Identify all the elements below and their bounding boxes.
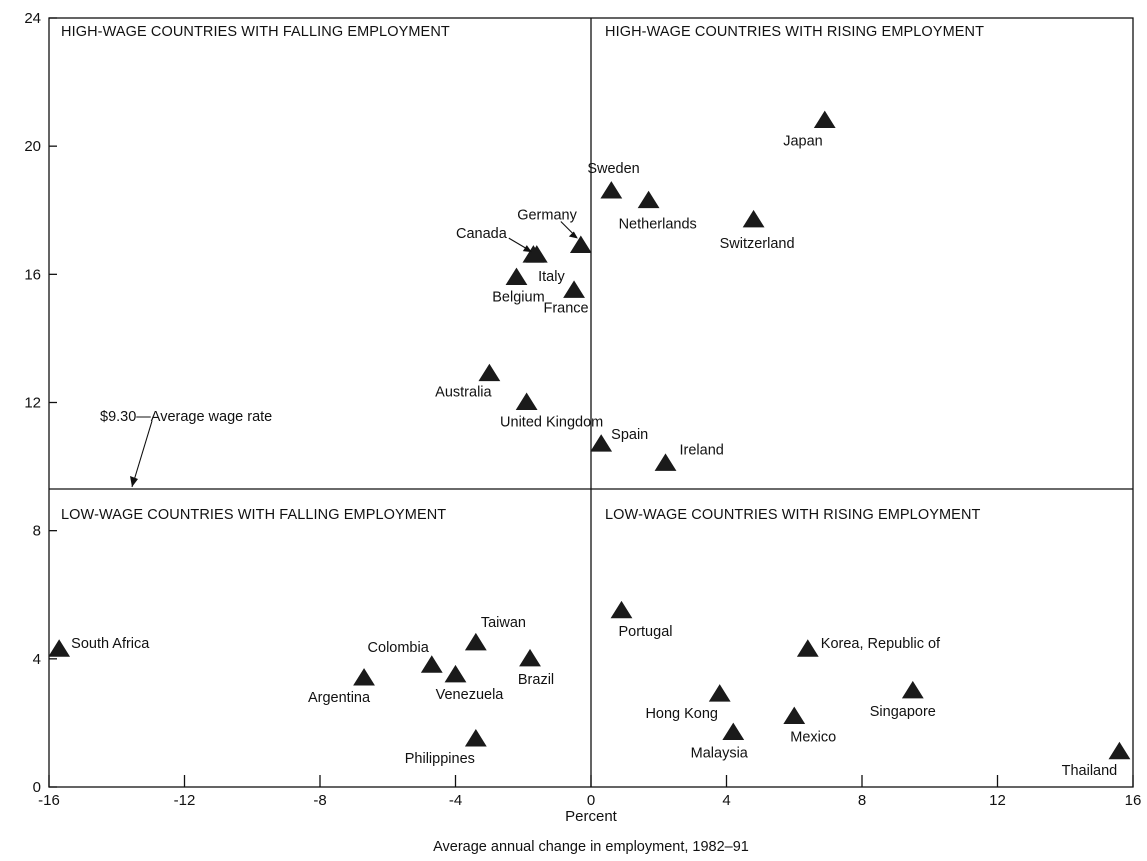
point-marker-brazil [519, 648, 541, 667]
point-marker-hong-kong [708, 684, 731, 702]
point-marker-netherlands [637, 190, 660, 209]
point-marker-korea-republic-of [796, 639, 819, 657]
germany-arrowhead [568, 231, 578, 239]
point-marker-switzerland [742, 209, 765, 228]
point-marker-south-africa [48, 639, 71, 657]
point-marker-colombia [420, 655, 443, 673]
y-tick-label: 0 [33, 779, 41, 796]
quadrant-title-bottom-left: LOW-WAGE COUNTRIES WITH FALLING EMPLOYME… [61, 507, 446, 523]
point-label-germany: Germany [517, 207, 577, 223]
y-axis-ticks: 0 4 8 12 16 20 24 [24, 10, 57, 796]
x-tick-label: 8 [858, 792, 866, 809]
point-label-spain: Spain [611, 427, 648, 443]
point-marker-germany [569, 235, 592, 253]
point-marker-ireland [654, 453, 677, 471]
axis-titles: Percent Average annual change in employm… [433, 808, 749, 855]
y-tick-label: 12 [24, 395, 41, 412]
point-marker-australia [478, 363, 501, 382]
y-tick-label: 20 [24, 138, 41, 155]
x-tick-label: 12 [989, 792, 1006, 809]
y-tick-label: 24 [24, 10, 41, 27]
point-marker-singapore [901, 680, 924, 699]
point-label-thailand: Thailand [1062, 763, 1118, 779]
y-tick-label: 16 [24, 266, 41, 283]
x-tick-label: -8 [313, 792, 326, 809]
point-label-taiwan: Taiwan [481, 615, 526, 631]
point-marker-united-kingdom [515, 392, 538, 410]
point-label-venezuela: Venezuela [436, 687, 505, 703]
chart-footnote: Average annual change in employment, 198… [433, 839, 749, 855]
point-label-france: France [543, 300, 588, 316]
x-axis-ticks: -16 -12 -8 -4 0 4 8 12 16 [38, 775, 1141, 809]
average-wage-label: $9.30—Average wage rate [100, 409, 272, 425]
point-label-philippines: Philippines [405, 751, 475, 767]
point-marker-portugal [610, 600, 633, 619]
point-label-argentina: Argentina [308, 690, 371, 706]
quadrant-titles: HIGH-WAGE COUNTRIES WITH FALLING EMPLOYM… [61, 24, 984, 523]
point-label-italy: Italy [538, 269, 565, 285]
y-tick-label: 4 [33, 651, 41, 668]
x-tick-label: -4 [449, 792, 462, 809]
point-label-sweden: Sweden [587, 161, 639, 177]
point-marker-malaysia [722, 722, 745, 741]
x-tick-label: -12 [174, 792, 196, 809]
x-tick-label: -16 [38, 792, 60, 809]
point-label-brazil: Brazil [518, 672, 554, 688]
point-label-korea-republic-of: Korea, Republic of [821, 636, 941, 652]
data-points: Japan Sweden Netherlands Switzerland Germany… [48, 110, 1131, 779]
x-axis-title: Percent [565, 808, 618, 825]
point-marker-mexico [783, 706, 806, 725]
point-marker-spain [590, 434, 613, 452]
point-marker-thailand [1108, 741, 1131, 760]
quadrant-title-bottom-right: LOW-WAGE COUNTRIES WITH RISING EMPLOYMEN… [605, 507, 981, 523]
point-marker-argentina [353, 668, 375, 686]
quadrant-title-top-left: HIGH-WAGE COUNTRIES WITH FALLING EMPLOYM… [61, 24, 450, 40]
point-label-netherlands: Netherlands [619, 217, 697, 233]
y-tick-label: 8 [33, 523, 41, 540]
x-tick-label: 0 [587, 792, 595, 809]
point-marker-italy [522, 245, 545, 263]
point-label-belgium: Belgium [492, 290, 544, 306]
canada-arrowhead [522, 245, 532, 253]
plot-area [48, 17, 1134, 788]
point-label-mexico: Mexico [790, 730, 836, 746]
point-label-united-kingdom: United Kingdom [500, 415, 603, 431]
point-marker-venezuela [444, 664, 467, 683]
point-label-malaysia: Malaysia [691, 746, 749, 762]
point-label-switzerland: Switzerland [720, 236, 795, 252]
point-label-japan: Japan [783, 134, 823, 150]
point-label-singapore: Singapore [870, 704, 936, 720]
point-label-hong-kong: Hong Kong [645, 706, 718, 722]
point-label-australia: Australia [435, 385, 492, 401]
point-label-colombia: Colombia [368, 640, 430, 656]
point-marker-belgium [505, 267, 528, 286]
point-label-ireland: Ireland [680, 442, 724, 458]
point-marker-sweden [600, 181, 623, 199]
point-label-portugal: Portugal [618, 624, 672, 640]
point-marker-taiwan [464, 632, 487, 651]
quadrant-title-top-right: HIGH-WAGE COUNTRIES WITH RISING EMPLOYME… [605, 24, 984, 40]
point-label-south-africa: South Africa [71, 636, 150, 652]
point-label-canada: Canada [456, 226, 508, 242]
point-marker-japan [813, 110, 836, 129]
average-wage-arrowhead [130, 476, 138, 488]
x-tick-label: 16 [1125, 792, 1142, 809]
average-wage-arrow [131, 420, 153, 488]
point-marker-philippines [464, 728, 487, 747]
reference-annotation: $9.30—Average wage rate [100, 409, 272, 488]
x-tick-label: 4 [722, 792, 730, 809]
point-marker-france [563, 280, 585, 298]
